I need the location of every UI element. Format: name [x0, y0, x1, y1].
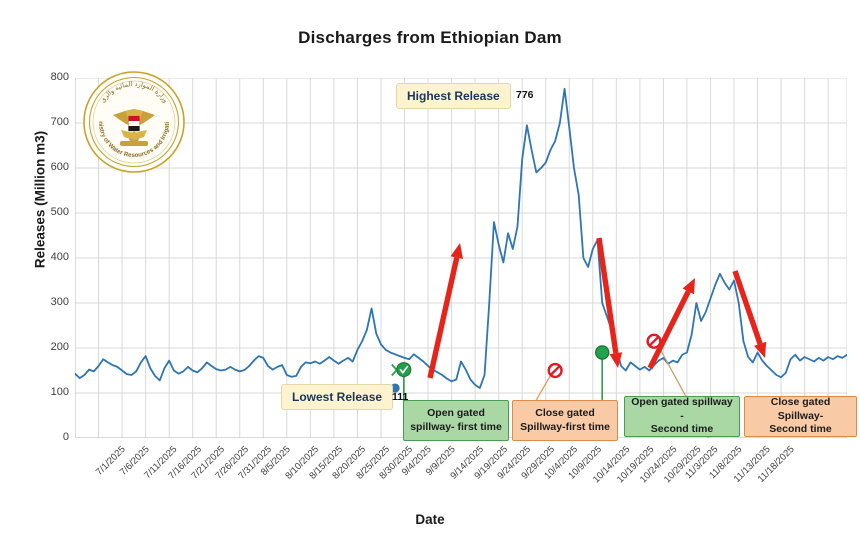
trend-arrow-rise-1	[427, 243, 463, 379]
y-axis-tick: 300	[50, 296, 69, 308]
y-axis-tick: 200	[50, 341, 69, 353]
event-label-open-2: Open gated spillway - Second time	[631, 396, 733, 436]
event-label-close-2: Close gated Spillway- Second time	[769, 396, 832, 436]
close-spillway-first-marker	[547, 362, 563, 379]
event-label-open-1: Open gated spillway- first time	[410, 406, 502, 433]
plot-area	[75, 78, 847, 438]
trend-arrow-rise-2	[647, 278, 695, 370]
releases-line-series	[75, 87, 847, 389]
y-axis-tick: 700	[50, 116, 69, 128]
chart-canvas	[75, 78, 847, 438]
y-axis-tick: 100	[50, 386, 69, 398]
close-spillway-second-marker	[646, 333, 662, 349]
y-axis-tick: 500	[50, 206, 69, 218]
trend-arrow-fall-2	[732, 270, 767, 358]
y-axis-tick: 400	[50, 251, 69, 263]
event-box-close-spillway-second[interactable]: Close gated Spillway- Second time	[744, 396, 857, 437]
y-axis-label: Releases (Million m3)	[32, 130, 48, 269]
x-axis-label: Date	[415, 512, 445, 527]
open-spillway-second-marker	[595, 345, 610, 360]
trend-arrow-fall-1	[596, 237, 623, 368]
page-title: Discharges from Ethiopian Dam	[298, 28, 562, 47]
highest-release-callout: Highest Release	[396, 83, 511, 109]
y-axis-tick: 600	[50, 161, 69, 173]
y-axis-tick: 0	[62, 431, 69, 443]
event-label-close-1: Close gated Spillway-first time	[520, 406, 610, 433]
event-box-open-spillway-first[interactable]: Open gated spillway- first time	[403, 400, 509, 441]
highest-release-value: 776	[516, 89, 534, 101]
ministry-seal-logo: وزارة الموارد المائية والري Ministry of …	[82, 70, 185, 173]
event-box-open-spillway-second[interactable]: Open gated spillway - Second time	[624, 396, 740, 437]
lowest-release-callout: Lowest Release	[281, 384, 394, 410]
y-axis-tick: 800	[50, 71, 69, 83]
event-box-close-spillway-first[interactable]: Close gated Spillway-first time	[512, 400, 618, 441]
open-spillway-first-marker	[396, 362, 412, 378]
